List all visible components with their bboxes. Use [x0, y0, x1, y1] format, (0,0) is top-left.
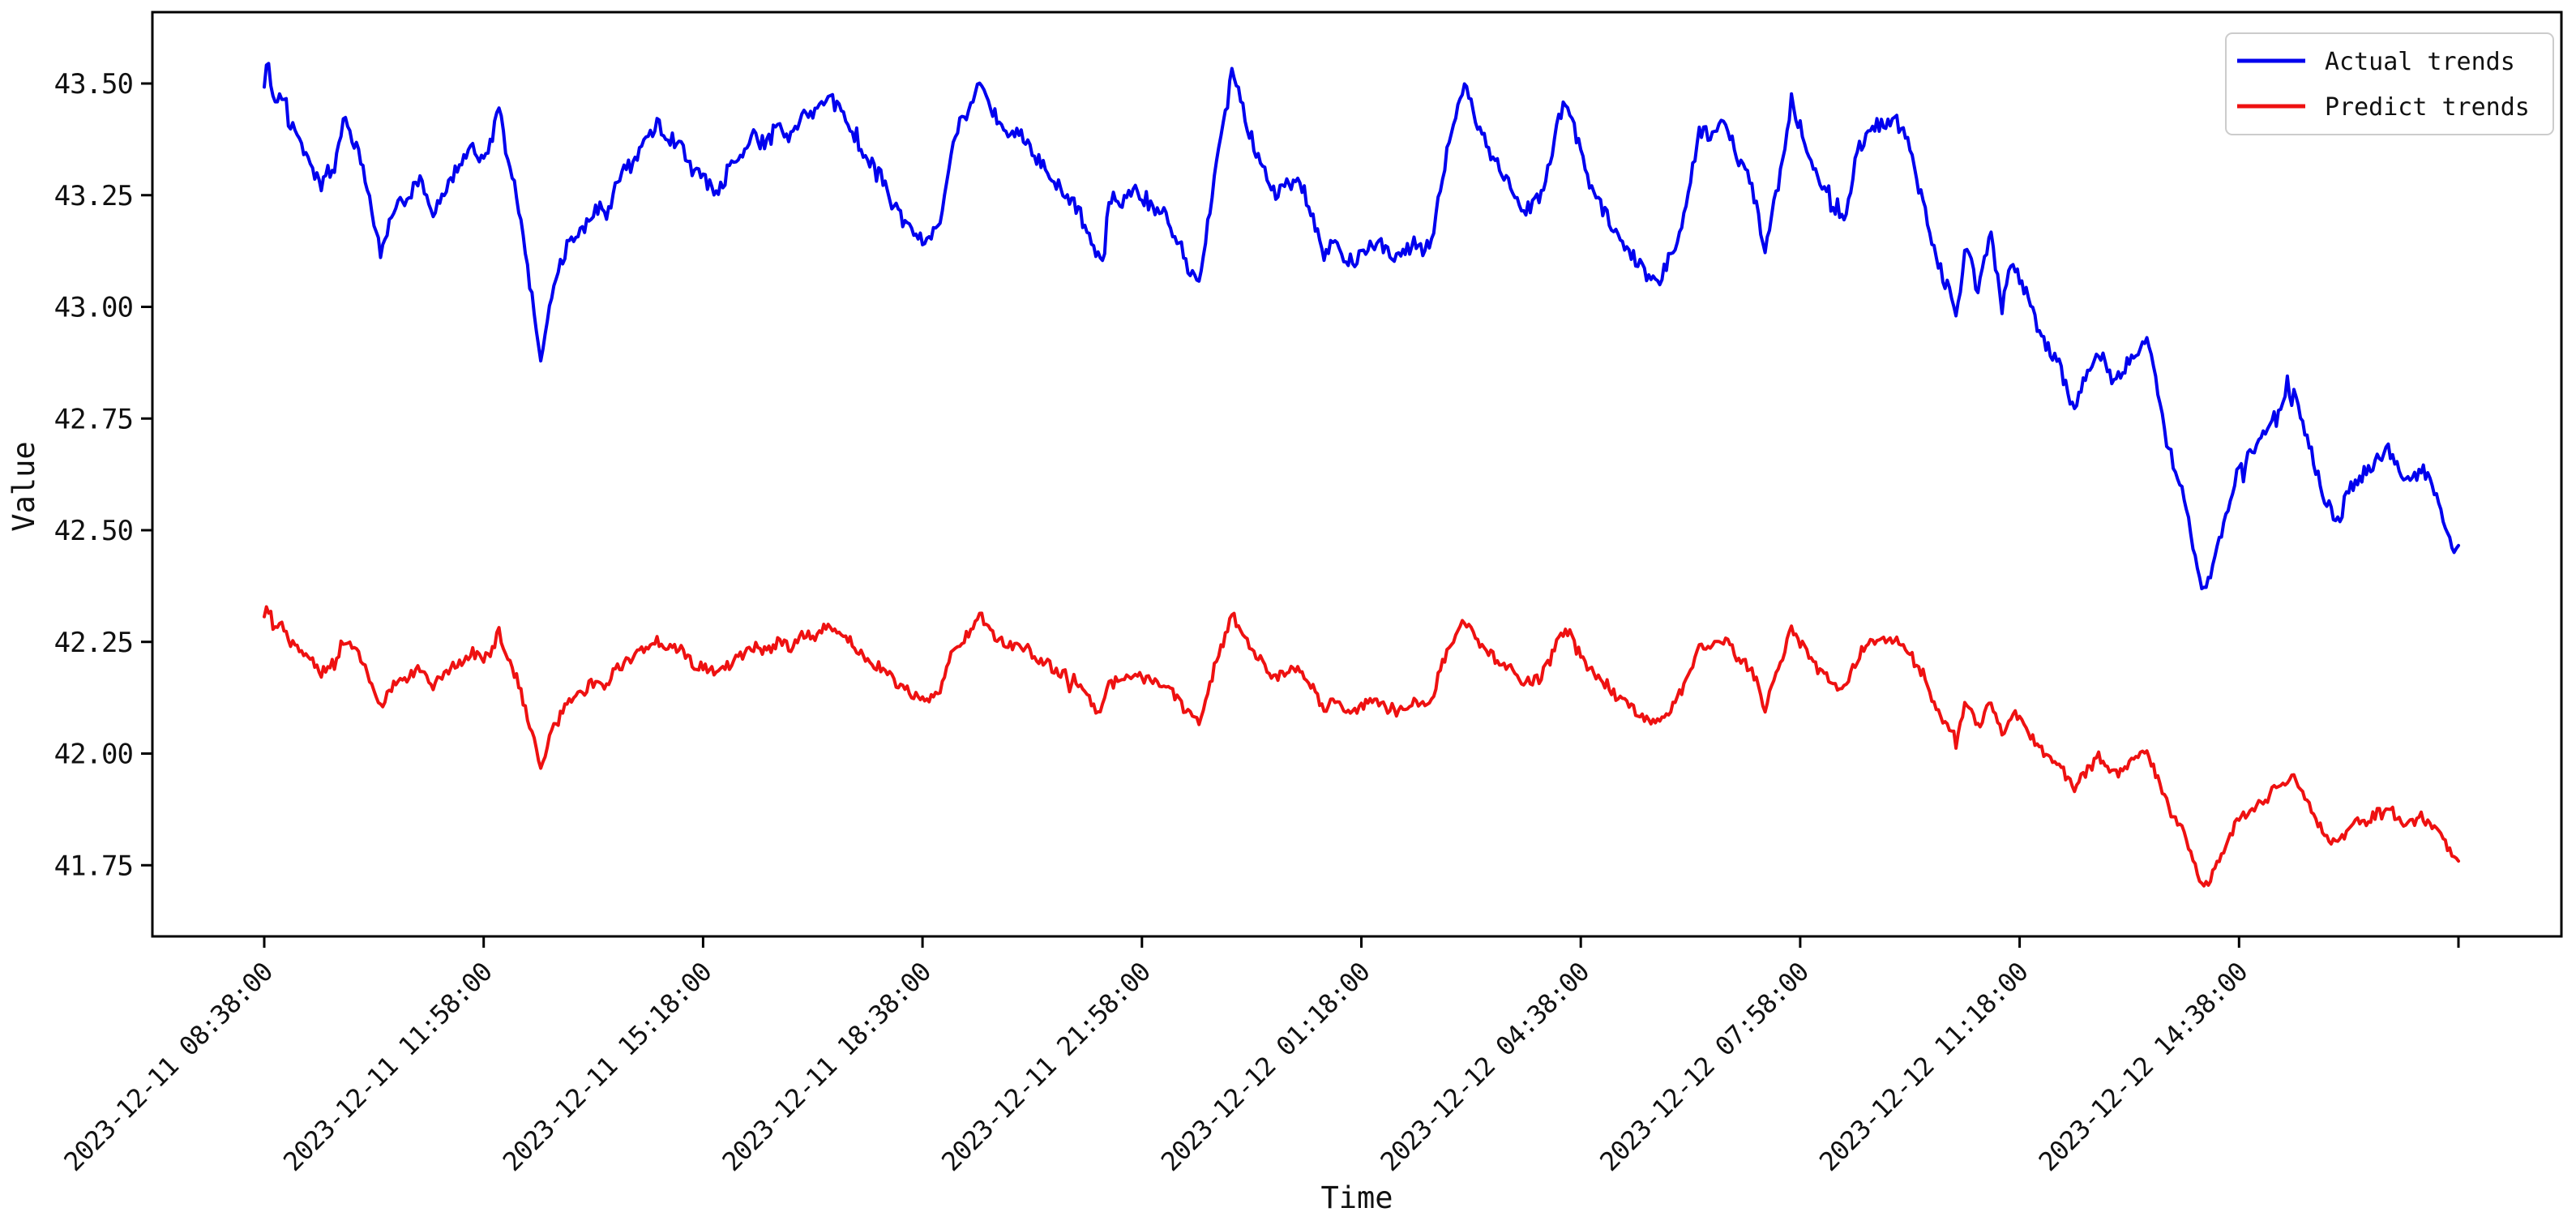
x-tick-label: 2023-12-12 14:38:00	[2033, 957, 2253, 1177]
y-tick-label: 43.25	[54, 180, 133, 212]
legend-actual-label: Actual trends	[2325, 48, 2515, 76]
plot-area	[151, 11, 2563, 938]
y-tick-label: 41.75	[54, 850, 133, 882]
y-tick-label: 42.75	[54, 403, 133, 435]
x-axis-title: Time	[1320, 1180, 1393, 1215]
legend-predict-label: Predict trends	[2325, 93, 2530, 122]
series-actual-trends-line	[263, 62, 2460, 591]
x-tick-label: 2023-12-12 01:18:00	[1155, 957, 1376, 1177]
series-predict-trends-line	[263, 605, 2460, 888]
x-tick-label: 2023-12-11 18:38:00	[716, 957, 936, 1177]
y-tick-label: 43.00	[54, 292, 133, 324]
y-tick-label: 42.25	[54, 627, 133, 659]
legend-box	[2225, 32, 2554, 135]
legend: Actual trends Predict trends	[2225, 32, 2554, 135]
x-tick-label: 2023-12-12 07:58:00	[1594, 957, 1814, 1177]
y-tick-label: 43.50	[54, 68, 133, 101]
x-tick-label: 2023-12-11 15:18:00	[497, 957, 717, 1177]
x-tick-label: 2023-12-11 08:38:00	[58, 957, 278, 1177]
x-tick-label: 2023-12-11 11:58:00	[277, 957, 498, 1177]
y-axis-title: Value	[6, 441, 41, 531]
y-tick-label: 42.50	[54, 515, 133, 547]
y-axis-ticks: 43.50 43.25 43.00 42.75 42.50 42.25 42.00 41.75	[54, 68, 152, 882]
x-tick-label: 2023-12-11 21:58:00	[935, 957, 1156, 1177]
y-tick-label: 42.00	[54, 739, 133, 771]
x-tick-label: 2023-12-12 04:38:00	[1375, 957, 1595, 1177]
x-tick-label: 2023-12-12 11:18:00	[1813, 957, 2034, 1177]
